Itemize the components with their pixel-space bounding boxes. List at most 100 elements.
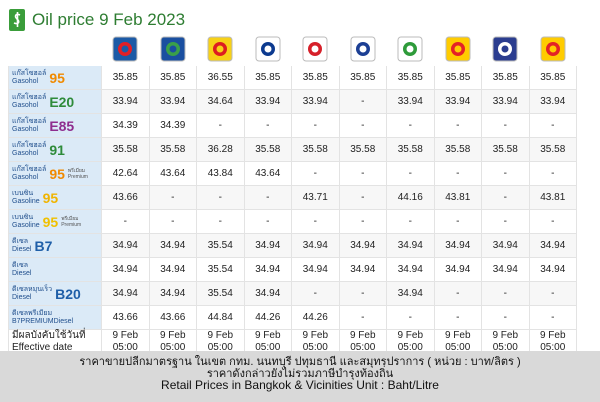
price-cell: 33.94 xyxy=(148,89,197,114)
price-table: แก๊สโซฮอล์ Gasohol 95 35.85 35.85 36.55 35.85 3… xyxy=(8,35,577,355)
price-cell: - xyxy=(481,113,530,138)
fuel-name: ดีเซลพรีเมียม B7PREMIUMDiesel xyxy=(12,310,73,326)
fuel-row: แก๊สโซฮอล์ Gasohol 91 35.58 35.58 36.28 35.58 3… xyxy=(8,137,577,162)
fuel-thai: แก๊สโซฮอล์ xyxy=(12,69,47,77)
price-cell: 34.94 xyxy=(433,233,482,258)
fuel-thai: แก๊สโซฮอล์ xyxy=(12,165,47,173)
price-cell: 35.54 xyxy=(196,281,245,306)
price-cell: - xyxy=(481,305,530,330)
price-cell: 35.85 xyxy=(433,65,482,90)
fuel-thai: ดีเซล xyxy=(12,237,28,245)
price-cell: 43.64 xyxy=(148,161,197,186)
fuel-name: ดีเซล Diesel xyxy=(12,262,31,278)
price-cell: - xyxy=(481,209,530,234)
fuel-row: เบนซิน Gasoline 95 43.66- - -43.71-44.16 43.81… xyxy=(8,185,577,210)
price-cell: 35.85 xyxy=(148,65,197,90)
price-cell: - xyxy=(433,209,482,234)
price-cell: - xyxy=(528,305,577,330)
price-cell: - xyxy=(528,209,577,234)
fuel-code: E85 xyxy=(49,117,75,134)
effective-date: 9 Feb xyxy=(159,330,186,341)
price-cell: - xyxy=(481,185,530,210)
fuel-label: ดีเซลหมุนเร็ว Diesel B20 xyxy=(8,281,102,306)
fuel-label-inner: ดีเซลหมุนเร็ว Diesel B20 xyxy=(12,286,101,302)
fuel-name: แก๊สโซฮอล์ Gasohol xyxy=(12,118,46,134)
effective-time: 05:00 xyxy=(160,342,186,353)
fuel-label: แก๊สโซฮอล์ Gasohol E20 xyxy=(8,89,102,114)
brand-logo xyxy=(540,36,566,62)
title-bar: Oil price 9 Feb 2023 xyxy=(8,6,185,34)
brand-logo xyxy=(112,36,138,62)
note-en: Premium xyxy=(67,173,88,180)
price-cell: - xyxy=(528,281,577,306)
effective-date: 9 Feb xyxy=(444,330,471,341)
price-cell: 35.58 xyxy=(433,137,482,162)
effective-cell: 9 Feb 05:00 xyxy=(101,329,150,355)
fuel-en: B7PREMIUMDiesel xyxy=(12,317,74,325)
price-cell: 35.54 xyxy=(196,257,245,282)
price-cell: 35.58 xyxy=(338,137,387,162)
price-cell: 35.58 xyxy=(481,137,530,162)
fuel-row: แก๊สโซฮอล์ Gasohol 95 35.85 35.85 36.55 35.85 3… xyxy=(8,65,577,90)
price-cell: - xyxy=(338,89,387,114)
brand-cell xyxy=(196,35,245,66)
price-cell: - xyxy=(528,113,577,138)
price-cell: - xyxy=(291,209,340,234)
price-cell: 35.58 xyxy=(101,137,150,162)
price-cell: 34.94 xyxy=(481,233,530,258)
effective-time: 05:00 xyxy=(207,342,233,353)
price-cell: - xyxy=(386,113,435,138)
price-cell: 33.94 xyxy=(386,89,435,114)
effective-label: มีผลบังคับใช้วันที่ Effective date xyxy=(8,329,102,355)
price-cell: 35.85 xyxy=(386,65,435,90)
footer: ราคาขายปลีกมาตรฐาน ในเขต กทม. นนทบุรี ปท… xyxy=(0,351,600,402)
fuel-note: พรีเมียม Premium xyxy=(68,168,88,180)
price-cell: 35.85 xyxy=(528,65,577,90)
price-cell: 34.94 xyxy=(291,257,340,282)
price-cell: 43.84 xyxy=(196,161,245,186)
effective-date: 9 Feb xyxy=(349,330,376,341)
fuel-thai: เบนซิน xyxy=(12,189,34,197)
fuel-thai: ดีเซลพรีเมียม xyxy=(12,309,53,317)
fuel-name: แก๊สโซฮอล์ Gasohol xyxy=(12,94,46,110)
fuel-thai: แก๊สโซฮอล์ xyxy=(12,141,47,149)
price-cell: 35.85 xyxy=(481,65,530,90)
fuel-note: พรีเมียม Premium xyxy=(61,216,81,228)
effective-time: 05:00 xyxy=(397,342,423,353)
price-cell: - xyxy=(386,209,435,234)
price-cell: 35.58 xyxy=(528,137,577,162)
price-cell: 36.28 xyxy=(196,137,245,162)
fuel-code: 91 xyxy=(49,141,65,158)
price-cell: - xyxy=(291,161,340,186)
price-cell: 43.66 xyxy=(148,305,197,330)
fuel-label-inner: แก๊สโซฮอล์ Gasohol 91 xyxy=(12,142,101,158)
price-cell: 35.58 xyxy=(291,137,340,162)
price-cell: 34.94 xyxy=(528,233,577,258)
fuel-en: Diesel xyxy=(12,293,32,301)
fuel-name: ดีเซลหมุนเร็ว Diesel xyxy=(12,286,52,302)
fuel-code: B20 xyxy=(55,285,81,302)
footer-line: ราคาขายปลีกมาตรฐาน ในเขต กทม. นนทบุรี ปท… xyxy=(79,356,521,368)
price-cell: - xyxy=(196,209,245,234)
fuel-label-inner: แก๊สโซฮอล์ Gasohol 95 xyxy=(12,70,101,86)
price-cell: 33.94 xyxy=(481,89,530,114)
fuel-code: 95 xyxy=(42,189,59,206)
fuel-code: 95 xyxy=(49,69,65,86)
price-cell: 43.66 xyxy=(101,185,150,210)
price-cell: - xyxy=(338,113,387,138)
brand-logo xyxy=(397,36,423,62)
brand-cell xyxy=(243,35,292,66)
price-cell: - xyxy=(481,281,530,306)
fuel-row: แก๊สโซฮอล์ Gasohol E20 33.94 33.94 34.64 33.94… xyxy=(8,89,577,114)
fuel-label: แก๊สโซฮอล์ Gasohol 95 พรีเมียม Premium xyxy=(8,161,102,186)
price-cell: - xyxy=(528,161,577,186)
price-cell: 34.94 xyxy=(101,281,150,306)
fuel-label-inner: ดีเซล Diesel xyxy=(12,262,101,278)
price-cell: - xyxy=(386,305,435,330)
price-cell: - xyxy=(338,305,387,330)
fuel-label: แก๊สโซฮอล์ Gasohol E85 xyxy=(8,113,102,138)
price-cell: - xyxy=(243,113,292,138)
brand-cell xyxy=(101,35,150,66)
price-cell: - xyxy=(386,161,435,186)
fuel-en: Gasohol xyxy=(12,149,39,157)
